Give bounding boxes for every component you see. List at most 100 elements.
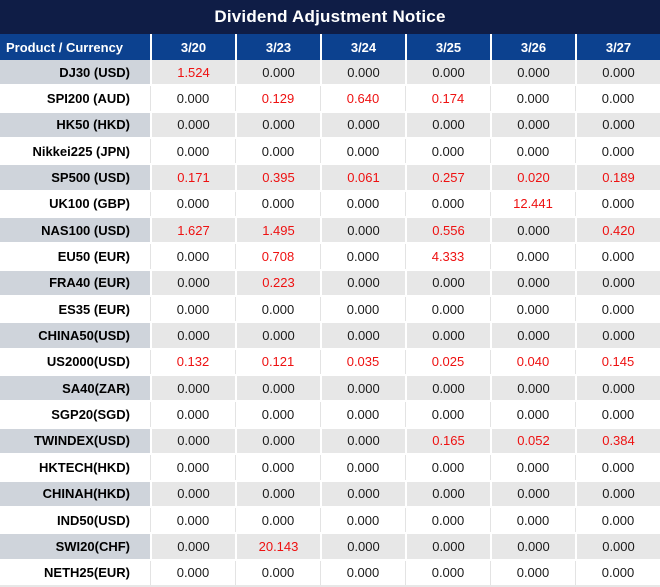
value-cell: 0.708 <box>235 244 320 269</box>
value-cell: 0.000 <box>150 191 235 217</box>
value-cell: 0.000 <box>575 560 660 585</box>
value-cell: 0.000 <box>490 112 575 138</box>
value-cell: 0.000 <box>235 560 320 585</box>
value-cell: 0.384 <box>575 428 660 454</box>
value-cell: 4.333 <box>405 244 490 269</box>
value-cell: 0.000 <box>235 402 320 427</box>
value-cell: 0.000 <box>235 139 320 164</box>
value-cell: 20.143 <box>235 534 320 559</box>
product-cell: HK50 (HKD) <box>0 112 150 138</box>
value-cell: 0.000 <box>575 297 660 322</box>
table-row: NETH25(EUR) 0.000 0.000 0.000 0.000 0.000 0.00… <box>0 558 660 585</box>
value-cell: 0.000 <box>320 112 405 138</box>
table-row: SWI20(CHF) 0.000 20.143 0.000 0.000 0.000 0.00… <box>0 532 660 559</box>
value-cell: 0.000 <box>490 244 575 269</box>
value-cell: 0.000 <box>320 455 405 480</box>
value-cell: 1.627 <box>150 218 235 243</box>
product-cell: SPI200 (AUD) <box>0 86 150 111</box>
value-cell: 0.000 <box>405 507 490 533</box>
value-cell: 0.000 <box>150 534 235 559</box>
value-cell: 0.000 <box>490 402 575 427</box>
value-cell: 0.025 <box>405 349 490 375</box>
value-cell: 0.171 <box>150 165 235 190</box>
value-cell: 0.420 <box>575 218 660 243</box>
product-cell: HKTECH(HKD) <box>0 455 150 480</box>
value-cell: 0.000 <box>405 376 490 401</box>
value-cell: 0.000 <box>150 402 235 427</box>
value-cell: 0.000 <box>490 60 575 85</box>
table-row: Nikkei225 (JPN) 0.000 0.000 0.000 0.000 0.000… <box>0 137 660 164</box>
value-cell: 0.000 <box>150 376 235 401</box>
value-cell: 0.640 <box>320 86 405 111</box>
value-cell: 0.000 <box>235 376 320 401</box>
table-body: DJ30 (USD) 1.524 0.000 0.000 0.000 0.000 0.000… <box>0 60 660 587</box>
value-cell: 0.000 <box>405 191 490 217</box>
product-cell: SP500 (USD) <box>0 165 150 190</box>
value-cell: 0.000 <box>490 297 575 322</box>
value-cell: 0.000 <box>490 507 575 533</box>
value-cell: 0.000 <box>490 323 575 348</box>
value-cell: 0.000 <box>150 481 235 506</box>
value-cell: 0.000 <box>150 560 235 585</box>
product-cell: DJ30 (USD) <box>0 60 150 85</box>
product-cell: SA40(ZAR) <box>0 376 150 401</box>
column-header-date: 3/20 <box>150 34 235 60</box>
table-row: UK100 (GBP) 0.000 0.000 0.000 0.000 12.441 0.0… <box>0 189 660 217</box>
value-cell: 0.000 <box>405 297 490 322</box>
value-cell: 0.000 <box>405 534 490 559</box>
table-row: HK50 (HKD) 0.000 0.000 0.000 0.000 0.000 0.000 <box>0 110 660 138</box>
table-row: US2000(USD) 0.132 0.121 0.035 0.025 0.040 0.14… <box>0 347 660 375</box>
product-cell: US2000(USD) <box>0 349 150 375</box>
value-cell: 0.000 <box>575 60 660 85</box>
value-cell: 0.000 <box>490 218 575 243</box>
value-cell: 0.000 <box>575 191 660 217</box>
value-cell: 0.000 <box>150 270 235 296</box>
value-cell: 0.000 <box>320 376 405 401</box>
notice-title-bar: Dividend Adjustment Notice <box>0 0 660 34</box>
value-cell: 0.000 <box>235 428 320 454</box>
value-cell: 0.000 <box>575 402 660 427</box>
value-cell: 0.000 <box>235 297 320 322</box>
value-cell: 0.132 <box>150 349 235 375</box>
value-cell: 0.000 <box>320 507 405 533</box>
value-cell: 0.000 <box>235 481 320 506</box>
table-row: SA40(ZAR) 0.000 0.000 0.000 0.000 0.000 0.000 <box>0 374 660 401</box>
value-cell: 0.000 <box>150 297 235 322</box>
table-row: CHINAH(HKD) 0.000 0.000 0.000 0.000 0.000 0.00… <box>0 479 660 506</box>
value-cell: 0.000 <box>320 139 405 164</box>
value-cell: 0.035 <box>320 349 405 375</box>
value-cell: 0.000 <box>320 560 405 585</box>
value-cell: 0.000 <box>405 560 490 585</box>
value-cell: 0.000 <box>575 507 660 533</box>
table-row: CHINA50(USD) 0.000 0.000 0.000 0.000 0.000 0.0… <box>0 321 660 348</box>
value-cell: 0.000 <box>320 297 405 322</box>
value-cell: 0.000 <box>320 428 405 454</box>
column-header-date: 3/23 <box>235 34 320 60</box>
value-cell: 0.000 <box>235 60 320 85</box>
value-cell: 0.000 <box>490 139 575 164</box>
value-cell: 0.000 <box>405 323 490 348</box>
value-cell: 0.000 <box>150 455 235 480</box>
value-cell: 0.000 <box>320 244 405 269</box>
value-cell: 0.000 <box>150 86 235 111</box>
column-header-date: 3/27 <box>575 34 660 60</box>
value-cell: 0.000 <box>150 112 235 138</box>
value-cell: 1.495 <box>235 218 320 243</box>
value-cell: 0.000 <box>575 139 660 164</box>
value-cell: 0.000 <box>575 455 660 480</box>
value-cell: 0.000 <box>320 323 405 348</box>
value-cell: 0.000 <box>320 270 405 296</box>
value-cell: 0.000 <box>235 323 320 348</box>
table-row: DJ30 (USD) 1.524 0.000 0.000 0.000 0.000 0.000 <box>0 60 660 85</box>
product-cell: NETH25(EUR) <box>0 560 150 585</box>
table-row: TWINDEX(USD) 0.000 0.000 0.000 0.165 0.052 0.3… <box>0 426 660 454</box>
product-cell: IND50(USD) <box>0 507 150 533</box>
value-cell: 0.000 <box>235 455 320 480</box>
value-cell: 0.000 <box>490 560 575 585</box>
table-row: SP500 (USD) 0.171 0.395 0.061 0.257 0.020 0.18… <box>0 163 660 190</box>
column-header-product: Product / Currency <box>6 39 124 55</box>
value-cell: 0.000 <box>235 507 320 533</box>
table-header-row: Product / Currency 3/20 3/23 3/24 3/25 3/26 3… <box>0 34 660 60</box>
table-row: SGP20(SGD) 0.000 0.000 0.000 0.000 0.000 0.000 <box>0 400 660 427</box>
